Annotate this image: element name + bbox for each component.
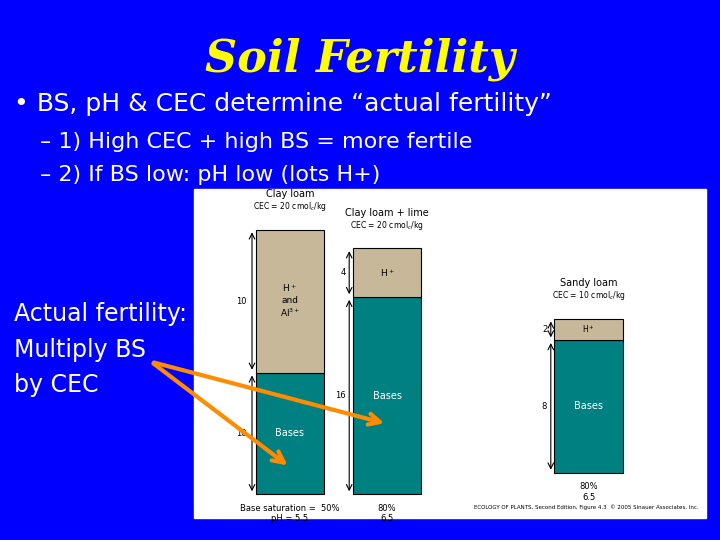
- Bar: [353, 297, 421, 494]
- Text: Bases: Bases: [372, 390, 402, 401]
- Bar: [353, 248, 421, 297]
- Text: CEC = 20 cmol$_c$/kg: CEC = 20 cmol$_c$/kg: [350, 219, 424, 232]
- Text: H$^+$
and
Al$^{3+}$: H$^+$ and Al$^{3+}$: [279, 283, 300, 319]
- Text: Clay loam + lime: Clay loam + lime: [345, 208, 429, 218]
- Text: 4: 4: [341, 268, 346, 277]
- Text: Sandy loam: Sandy loam: [560, 278, 617, 288]
- Bar: [554, 319, 623, 340]
- Text: 8: 8: [542, 402, 547, 411]
- Text: 2: 2: [542, 325, 547, 334]
- Text: 10: 10: [236, 429, 247, 438]
- Text: Bases: Bases: [275, 428, 305, 438]
- Text: 80%
6.5: 80% 6.5: [580, 482, 598, 502]
- Text: • BS, pH & CEC determine “actual fertility”: • BS, pH & CEC determine “actual fertili…: [14, 92, 552, 116]
- Text: Bases: Bases: [574, 401, 603, 411]
- Text: Actual fertility:: Actual fertility:: [14, 302, 187, 326]
- Text: CEC = 20 cmol$_c$/kg: CEC = 20 cmol$_c$/kg: [253, 200, 327, 213]
- Text: CEC = 10 cmol$_c$/kg: CEC = 10 cmol$_c$/kg: [552, 289, 626, 302]
- Text: – 2) If BS low: pH low (lots H+): – 2) If BS low: pH low (lots H+): [40, 165, 380, 185]
- Text: – 1) High CEC + high BS = more fertile: – 1) High CEC + high BS = more fertile: [40, 132, 472, 152]
- Text: H$^+$: H$^+$: [379, 267, 395, 279]
- Text: 10: 10: [236, 296, 247, 306]
- Bar: [256, 230, 324, 373]
- Text: H$^+$: H$^+$: [582, 323, 595, 335]
- Text: Clay loam: Clay loam: [266, 189, 314, 199]
- Text: Soil Fertility: Soil Fertility: [205, 38, 515, 82]
- Text: Multiply BS: Multiply BS: [14, 338, 146, 361]
- Bar: [554, 340, 623, 472]
- Text: by CEC: by CEC: [14, 373, 99, 396]
- Text: 16: 16: [335, 391, 346, 400]
- Bar: [256, 373, 324, 494]
- Text: ECOLOGY OF PLANTS, Second Edition, Figure 4.3  © 2005 Sinauer Associates, Inc.: ECOLOGY OF PLANTS, Second Edition, Figur…: [474, 505, 698, 510]
- Bar: [194, 189, 706, 518]
- Text: Base saturation =  50%
pH = 5.5: Base saturation = 50% pH = 5.5: [240, 504, 340, 523]
- Text: 80%
6.5: 80% 6.5: [378, 504, 396, 523]
